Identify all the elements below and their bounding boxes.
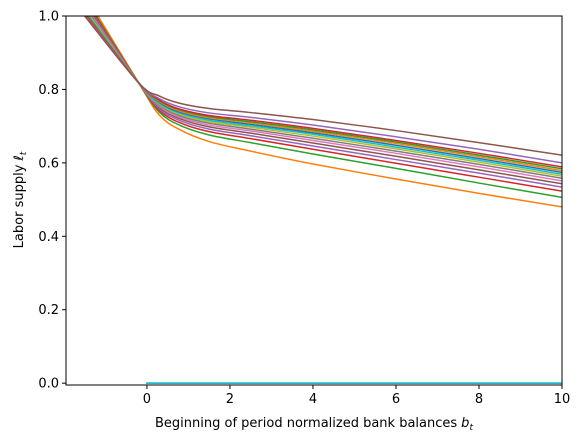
y-tick-label: 0.0 [38,377,59,392]
y-tick-label: 0.6 [38,156,59,171]
y-axis-label-text: Labor supply [12,164,27,248]
plot-frame [65,15,563,386]
x-tick-label: 10 [554,392,571,407]
y-axis-label: Labor supply ℓt [12,151,29,248]
y-tick-label: 1.0 [38,10,59,25]
y-tick-label: 0.4 [38,230,59,245]
x-axis-label-var: b [461,416,469,431]
y-axis-ticks: 0.0 0.2 0.4 0.6 0.8 1.0 [38,10,66,392]
y-axis-label-var: ℓ [12,155,27,161]
y-tick-label: 0.2 [38,303,59,318]
y-tick-label: 0.8 [38,83,59,98]
series-layer [83,16,562,384]
plot-background [66,16,562,385]
x-tick-label: 6 [392,392,400,407]
x-tick-label: 4 [309,392,317,407]
series-line-14 [84,16,562,164]
x-axis-label-sub: t [469,423,473,433]
y-axis-label-sub: t [19,151,29,155]
x-axis-label-text: Beginning of period normalized bank bala… [155,416,457,431]
x-tick-label: 8 [475,392,483,407]
x-axis-ticks: 0 2 4 6 8 10 [143,385,570,407]
x-axis-label: Beginning of period normalized bank bala… [155,416,473,433]
x-tick-label: 0 [143,392,151,407]
x-tick-label: 2 [226,392,234,407]
series-line-15 [83,16,562,156]
